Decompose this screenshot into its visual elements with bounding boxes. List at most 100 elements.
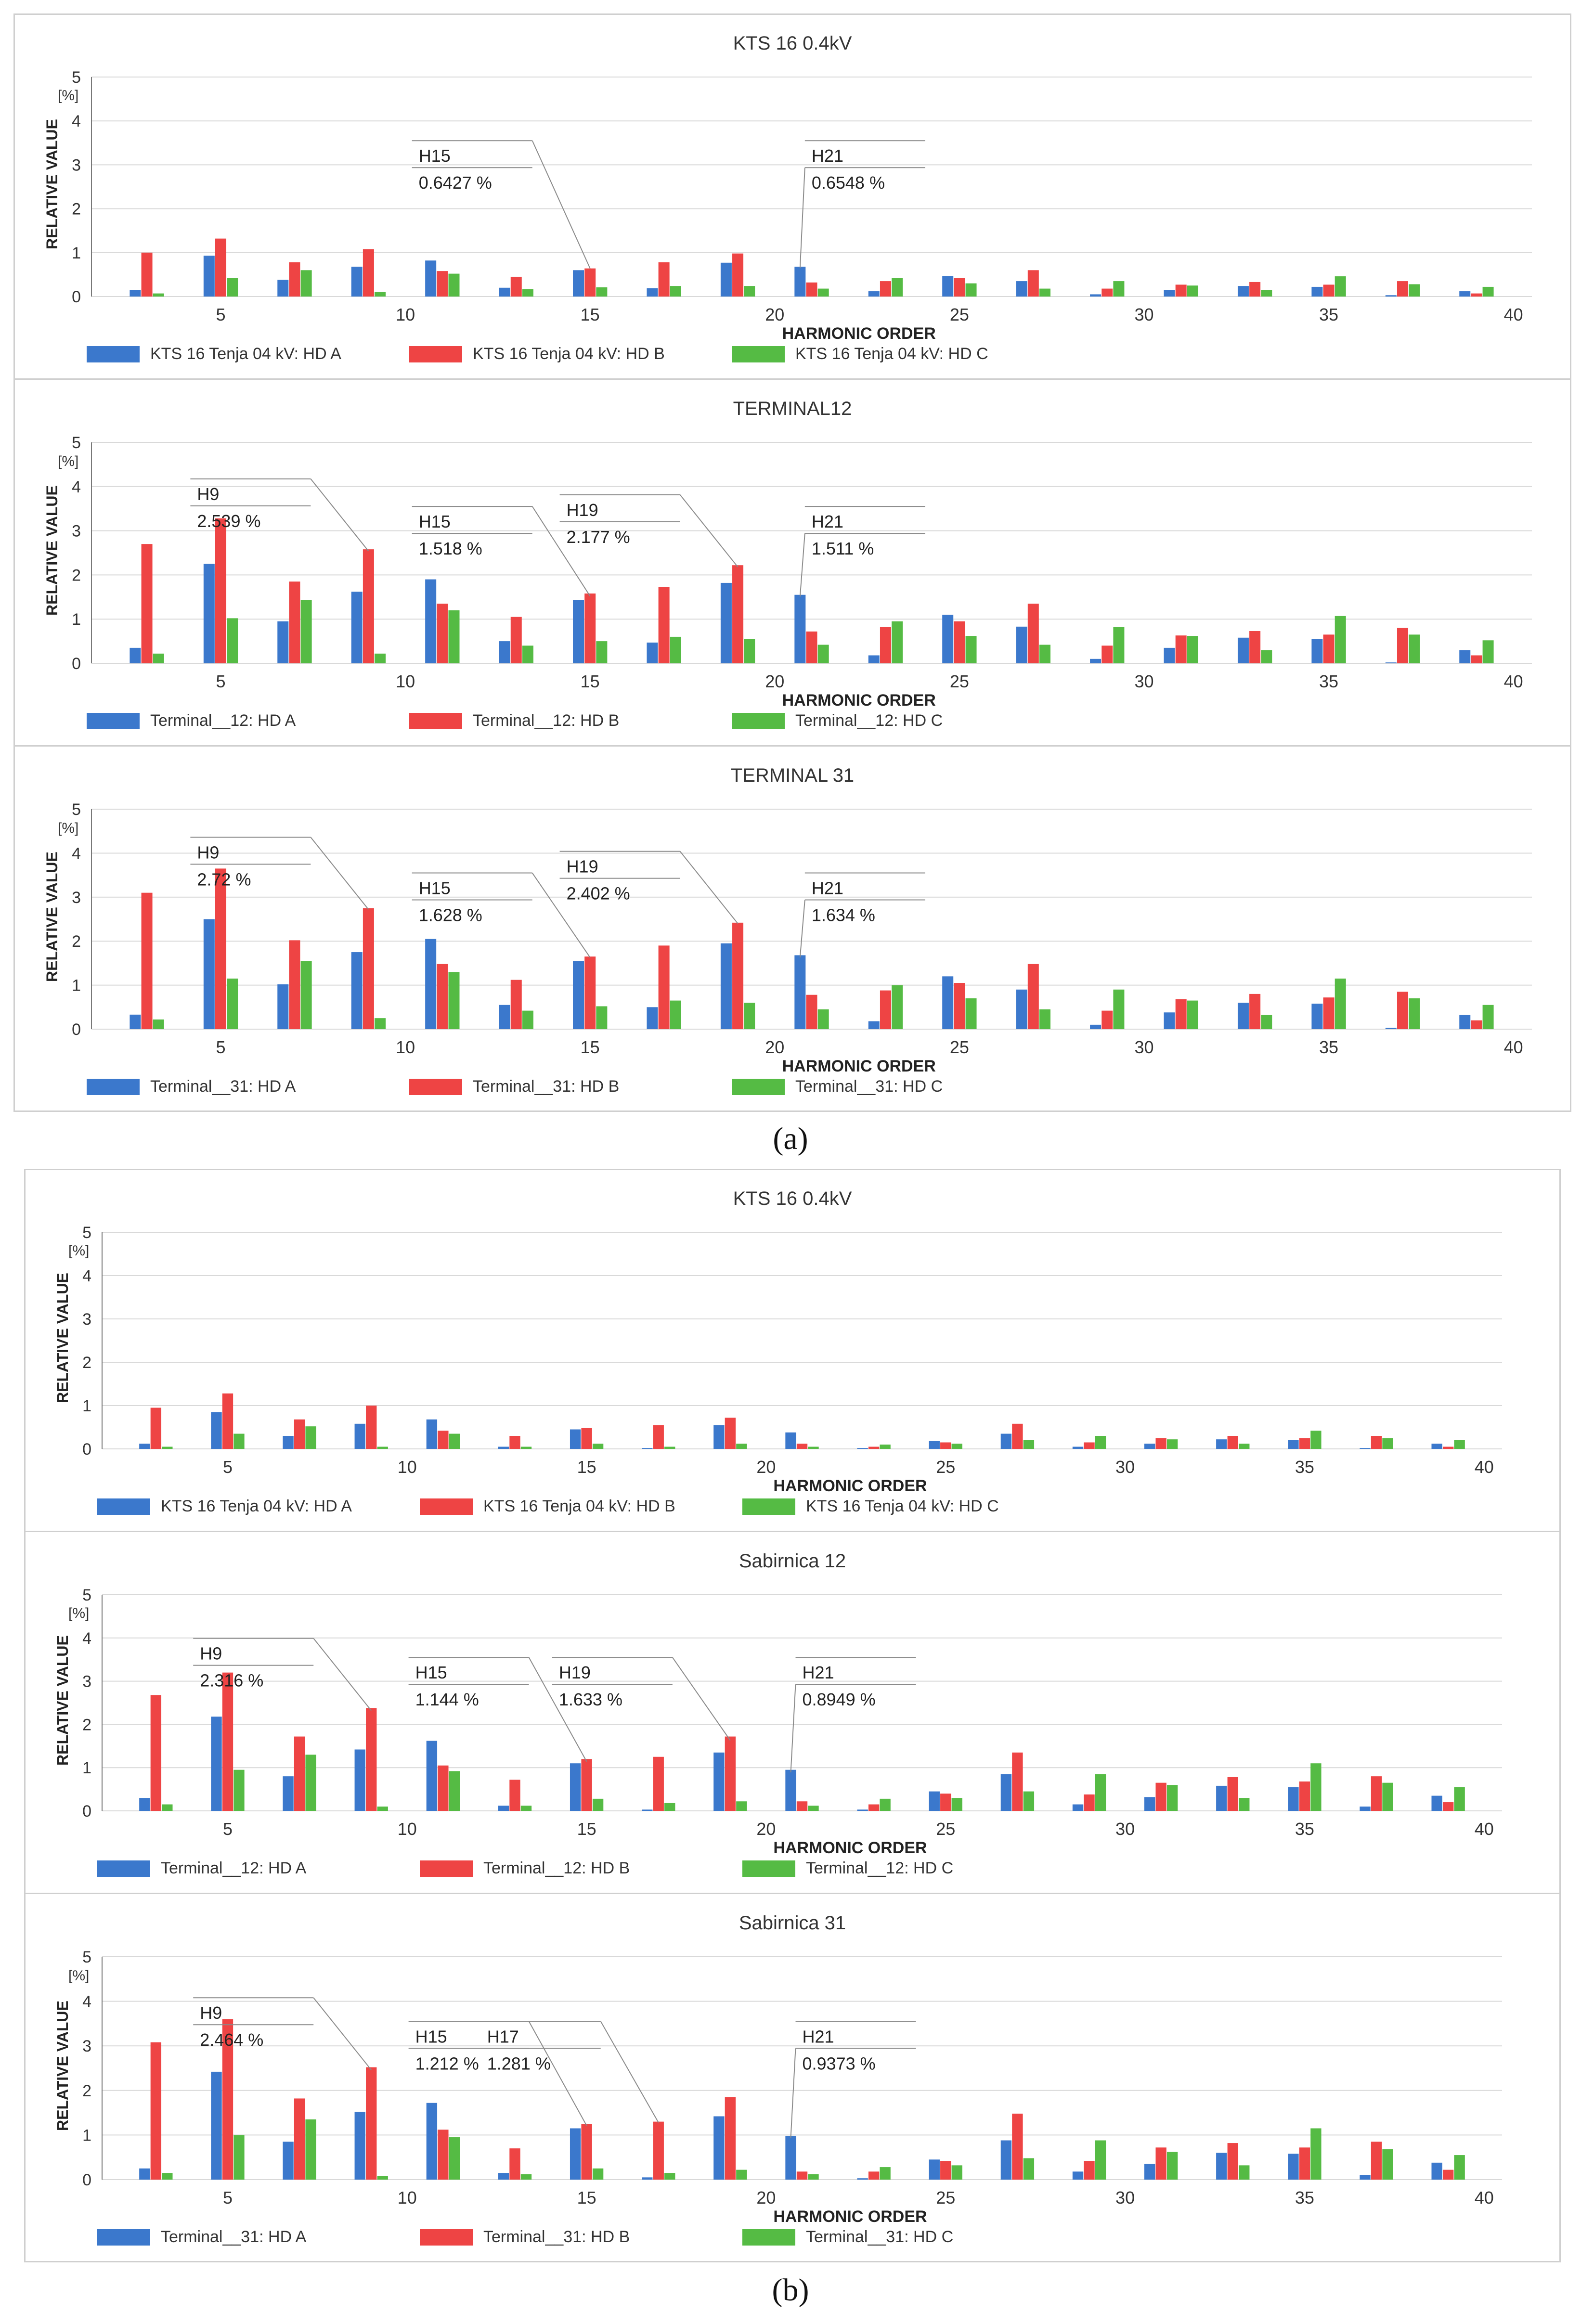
bar-b-h23	[880, 990, 891, 1029]
bar-a-h21	[785, 1769, 796, 1811]
bar-b-h37	[1397, 628, 1408, 663]
bar-a-h21	[794, 594, 806, 663]
bar-a-h5	[211, 1412, 222, 1449]
bar-a-h27	[1016, 626, 1027, 663]
bar-c-h29	[1113, 627, 1125, 663]
legend-item-a: KTS 16 Tenja 04 kV: HD A	[87, 345, 371, 363]
bar-a-h35	[1288, 1787, 1299, 1811]
bar-c-h7	[305, 1426, 316, 1449]
bar-b-h27	[1027, 604, 1039, 663]
annotation-h15: H15 1.518 %	[412, 506, 591, 597]
chart-legend: KTS 16 Tenja 04 kV: HD A KTS 16 Tenja 04 …	[87, 345, 1059, 363]
bar-c-h31	[1187, 285, 1198, 297]
bar-b-h9	[363, 908, 374, 1029]
bar-a-h21	[794, 266, 806, 297]
bar-c-h27	[1039, 1009, 1050, 1029]
y-tick-label: 5	[82, 1948, 91, 1966]
bar-c-h27	[1023, 1440, 1035, 1449]
chart-panel-a1: KTS 16 0.4kV RELATIVE VALUE [%] 0 1 2 3 4 5 5 10 15…	[14, 14, 1570, 378]
bar-c-h39	[1482, 640, 1494, 663]
bar-a-h13	[499, 287, 510, 297]
legend-swatch	[87, 712, 140, 729]
y-tick-label: 4	[72, 844, 81, 863]
x-tick-label: 30	[1134, 1037, 1153, 1057]
x-tick-label: 35	[1319, 671, 1338, 691]
bar-c-h19	[744, 639, 755, 663]
bar-b-h29	[1084, 1794, 1095, 1811]
bar-a-h9	[354, 2112, 365, 2180]
annotation-value: 0.6548 %	[812, 173, 885, 193]
legend-item-b: KTS 16 Tenja 04 kV: HD B	[409, 345, 693, 363]
bar-a-h11	[426, 1741, 438, 1811]
bar-a-h23	[857, 2178, 868, 2180]
bar-a-h35	[1311, 639, 1323, 663]
annotation-value: 1.518 %	[419, 539, 482, 558]
bar-c-h3	[162, 1446, 173, 1449]
bar-c-h35	[1310, 2128, 1322, 2180]
x-tick-label: 5	[223, 1819, 233, 1839]
bar-a-h13	[498, 1446, 509, 1449]
bar-a-h39	[1431, 1795, 1442, 1811]
caption-a: (a)	[773, 1121, 808, 1156]
legend-item-c: Terminal__12: HD C	[732, 711, 1021, 730]
bar-b-h25	[940, 1794, 951, 1811]
y-tick-label: 0	[72, 655, 81, 673]
annotation-value: 1.212 %	[415, 2053, 479, 2073]
bar-b-h31	[1155, 2147, 1166, 2180]
annotation-h15: H15 0.6427 %	[412, 140, 591, 269]
bar-c-h13	[522, 646, 533, 663]
bar-a-h27	[1000, 1774, 1012, 1811]
legend-swatch	[732, 1078, 785, 1095]
y-tick-label: 1	[72, 977, 81, 995]
bar-b-h11	[437, 604, 448, 663]
chart-panel-a3: TERMINAL 31 RELATIVE VALUE [%] 0 1 2 3 4 5 5 10 15 2…	[14, 747, 1570, 1111]
bar-c-h11	[448, 610, 460, 663]
bar-c-h35	[1335, 276, 1346, 297]
y-tick-label: 5	[82, 1586, 91, 1604]
bar-c-h19	[744, 286, 755, 297]
x-tick-label: 40	[1504, 305, 1523, 324]
legend-swatch	[409, 712, 462, 729]
bar-c-h11	[449, 1771, 460, 1811]
bar-a-h33	[1237, 286, 1249, 297]
bar-c-h15	[592, 1444, 604, 1449]
annotation-leader-line	[790, 2048, 796, 2138]
bar-a-h39	[1431, 2162, 1442, 2180]
annotation-leader-line	[790, 1684, 796, 1773]
y-tick-label: 2	[82, 2082, 91, 2100]
bar-b-h3	[150, 1695, 162, 1811]
x-tick-label: 15	[581, 671, 600, 691]
bar-c-h33	[1239, 2165, 1250, 2180]
bar-a-h35	[1311, 286, 1323, 297]
y-tick-label: 1	[82, 1759, 91, 1777]
annotation-h9: H9 2.464 %	[193, 1997, 372, 2070]
bar-b-h19	[725, 2097, 736, 2180]
bar-a-h7	[277, 280, 289, 297]
bar-a-h11	[425, 939, 437, 1029]
annotation-value: 2.402 %	[567, 884, 630, 904]
bar-a-h27	[1016, 281, 1027, 297]
bar-c-h37	[1409, 284, 1420, 297]
annotation-label: H21	[803, 1663, 834, 1682]
y-tick-label: 0	[82, 2171, 91, 2189]
bar-b-h25	[954, 621, 965, 663]
y-tick-label: 1	[72, 610, 81, 629]
legend-label: Terminal__31: HD B	[473, 1077, 620, 1096]
bar-a-h7	[283, 2142, 294, 2180]
legend-label: Terminal__31: HD A	[161, 2228, 307, 2246]
bar-a-h39	[1459, 291, 1471, 297]
bar-c-h31	[1166, 1785, 1178, 1811]
annotation-h9: H9 2.539 %	[190, 478, 369, 552]
x-tick-label: 30	[1115, 1457, 1135, 1477]
bar-c-h19	[736, 1801, 747, 1811]
bar-c-h39	[1482, 286, 1494, 297]
bar-b-h21	[796, 1801, 808, 1811]
legend-swatch	[420, 1860, 473, 1877]
x-tick-label: 10	[396, 671, 415, 691]
bar-c-h27	[1039, 288, 1050, 297]
annotation-leader-line	[313, 1638, 372, 1711]
x-axis-label: HARMONIC ORDER	[773, 2208, 927, 2226]
x-tick-label: 25	[936, 2188, 955, 2208]
bar-c-h5	[227, 618, 238, 663]
